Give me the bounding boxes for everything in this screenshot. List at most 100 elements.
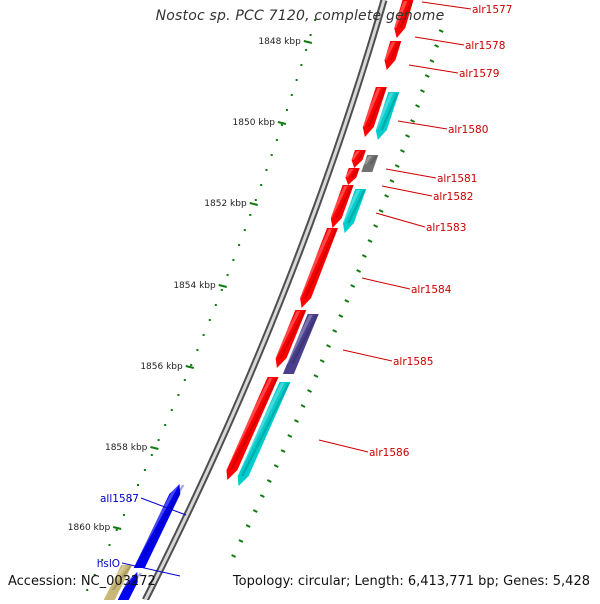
gene-alr1583b-body — [342, 189, 367, 233]
scale-dot — [249, 214, 252, 216]
scale-dot — [270, 154, 273, 156]
scale-dash — [415, 104, 421, 108]
scale-dash — [344, 299, 350, 303]
scale-dot — [220, 289, 223, 291]
gene-alr1580-shadow — [367, 88, 387, 127]
backbone-shadow — [142, 0, 388, 602]
scale-dash — [367, 239, 373, 243]
forward-gene-name: alr1582 — [433, 191, 473, 203]
gene-alr1581b-shadow — [369, 156, 378, 165]
callout-line — [408, 64, 459, 74]
scale-dash — [405, 134, 411, 138]
scale-dash — [326, 344, 331, 348]
scale-dot — [122, 514, 125, 516]
callout-line — [342, 349, 393, 362]
scale-dash — [280, 449, 286, 453]
gene-alr1585b-body — [282, 314, 319, 374]
map-title: Nostoc sp. PCC 7120, complete genome — [155, 8, 445, 24]
callout-line — [421, 1, 472, 10]
scale-dash — [294, 419, 299, 423]
gene-alr1581b-highlight — [362, 156, 373, 165]
scale-dot — [280, 124, 283, 126]
scale-dash — [338, 314, 344, 318]
scale-dot — [108, 544, 111, 546]
gene-alr1583-body — [330, 185, 354, 228]
gene-alr1586-highlight — [223, 378, 273, 470]
scale-dot — [93, 574, 96, 576]
scale-dot — [170, 409, 173, 411]
gene-hslO-rev-body — [117, 572, 138, 600]
forward-gene-name: alr1577 — [472, 4, 512, 16]
major-tick — [303, 40, 313, 44]
gene-all1587-highlight — [135, 485, 179, 558]
forward-gene-name: alr1585 — [393, 356, 433, 368]
gene-alr1577 — [392, 0, 414, 38]
gene-alr1583b-highlight — [340, 190, 361, 223]
major-tick — [249, 202, 258, 206]
callout-line — [397, 120, 448, 130]
scale-dash — [313, 374, 319, 378]
gene-alr1580b-shadow — [380, 93, 399, 130]
scale-dash — [438, 29, 444, 33]
gene-alr1584 — [297, 228, 339, 308]
gene-hslO-highlight — [105, 566, 127, 590]
gene-alr1585-highlight — [272, 311, 301, 358]
scale-label: 1848 kbp — [258, 37, 301, 47]
major-tick — [218, 284, 227, 288]
genome-stats-text: Topology: circular; Length: 6,413,771 bp… — [232, 574, 590, 589]
forward-gene-label: alr1582 — [381, 185, 473, 203]
scale-dash — [373, 224, 379, 228]
gene-alr1585b-shadow — [290, 315, 319, 364]
scale-dash — [419, 89, 425, 93]
gene-alr1578 — [382, 41, 402, 70]
scale-dash — [389, 179, 395, 183]
reverse-gene-label: hslO — [97, 558, 181, 577]
scale-dot — [196, 349, 199, 351]
gene-alr1584-highlight — [297, 229, 332, 298]
gene-alr1583 — [328, 185, 354, 228]
forward-gene-name: alr1583 — [426, 222, 466, 234]
callout-line — [121, 562, 181, 577]
gene-alr1580-highlight — [360, 88, 381, 127]
scale-dash — [319, 359, 325, 363]
scale-dot — [275, 139, 278, 141]
major-tick — [112, 526, 122, 530]
gene-alr1584-shadow — [304, 229, 338, 298]
gene-alr1585b-highlight — [284, 315, 313, 364]
gene-alr1581b — [361, 155, 379, 172]
callout-line — [318, 439, 369, 453]
gene-alr1586b-body — [237, 382, 291, 486]
gene-hslO-rev — [117, 572, 143, 600]
gene-alr1585-shadow — [279, 311, 306, 358]
scale-dash — [429, 59, 435, 63]
gene-all1587 — [133, 484, 185, 568]
gene-alr1586-body — [226, 377, 279, 480]
tick-layer: 1848 kbp 1850 kbp 1852 kbp 1854 kbp 1856 kbp… — [68, 19, 444, 591]
scale-dash — [356, 269, 362, 273]
scale-dash — [273, 464, 279, 468]
scale-dot — [101, 559, 104, 561]
gene-hslO — [103, 565, 133, 600]
callout-line — [375, 212, 426, 228]
scale-label: 1858 kbp — [105, 443, 148, 453]
scale-dot — [164, 424, 167, 426]
scale-dot — [295, 79, 298, 81]
major-tick — [185, 365, 194, 369]
scale-dot — [265, 169, 268, 171]
scale-dot — [130, 499, 132, 501]
scale-dot — [143, 469, 146, 471]
callout-line — [361, 277, 411, 290]
scale-label: 1860 kbp — [68, 523, 111, 533]
scale-dash — [300, 404, 306, 408]
gene-alr1580b — [373, 92, 400, 140]
scale-dot — [260, 184, 263, 186]
scale-dash — [252, 509, 258, 513]
gene-alr1578-body — [384, 41, 402, 70]
gene-alr1586-shadow — [229, 378, 279, 470]
gene-alr1580-body — [362, 87, 387, 137]
gene-alr1578-highlight — [382, 42, 396, 60]
scale-dash — [307, 389, 312, 393]
major-tick — [277, 121, 287, 125]
gene-alr1586 — [223, 377, 279, 480]
scale-dash — [400, 149, 405, 153]
